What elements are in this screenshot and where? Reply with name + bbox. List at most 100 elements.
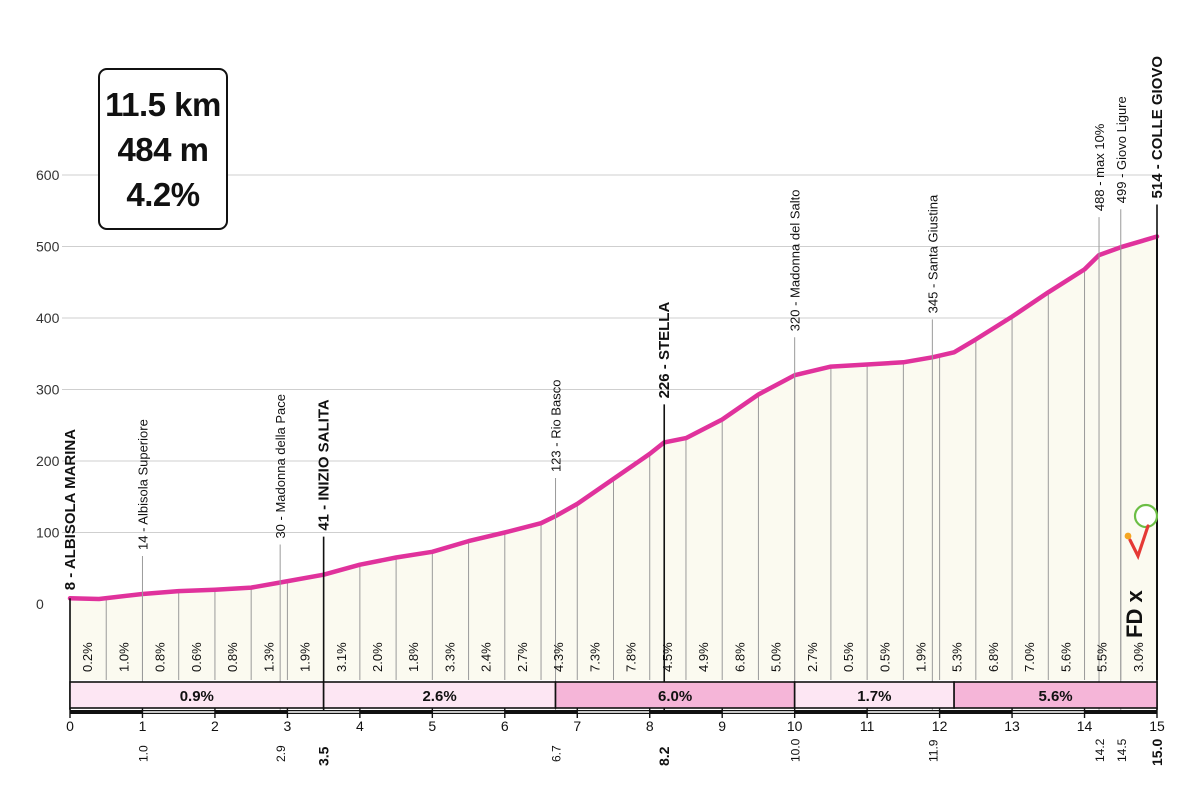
km-gradient-label: 2.7%: [805, 642, 820, 672]
logo-text: FD x: [1122, 590, 1147, 638]
gradient-segment: [69, 681, 325, 709]
waypoint-distance-label: 3.5: [316, 746, 332, 766]
profile-area: [70, 236, 1157, 680]
km-gradient-label: 5.3%: [950, 642, 965, 672]
waypoint-distance-label: 14.2: [1093, 738, 1107, 762]
x-tick-label: 4: [356, 718, 364, 734]
waypoint-label: 30 - Madonna della Pace: [273, 394, 288, 539]
gradient-segment: [953, 681, 1158, 709]
km-gradient-label: 1.9%: [913, 642, 928, 672]
km-gradient-label: 7.3%: [587, 642, 602, 672]
climb-summary-box: 11.5 km 484 m 4.2%: [98, 68, 228, 230]
x-tick-label: 0: [66, 718, 74, 734]
waypoint-label: 499 - Giovo Ligure: [1114, 96, 1129, 203]
km-gradient-label: 1.8%: [406, 642, 421, 672]
waypoint-labels: 8 - ALBISOLA MARINA 14 - Albisola Superio…: [62, 56, 1166, 710]
y-tick-label: 0: [36, 596, 44, 612]
waypoint-label: 123 - Rio Basco: [549, 380, 564, 473]
profile-fill: [70, 236, 1157, 680]
y-tick-label: 300: [36, 382, 60, 398]
logo-ring: [1133, 503, 1158, 529]
y-axis-tick-labels: 0 100 200 300 400 500 600: [36, 167, 60, 612]
km-gradient-label: 1.0%: [116, 642, 131, 672]
profile-line: [67, 234, 1160, 602]
km-gradient-label: 4.3%: [551, 642, 566, 672]
km-gradient-label: 0.8%: [153, 642, 168, 672]
km-gradient-label: 0.5%: [877, 642, 892, 672]
gradient-segment: [554, 681, 796, 709]
y-tick-label: 200: [36, 453, 60, 469]
x-tick-label: 12: [932, 718, 948, 734]
x-tick-label: 7: [573, 718, 581, 734]
km-gradient-label: 6.8%: [732, 642, 747, 672]
logo-swoosh: [1128, 524, 1150, 561]
waypoint-distance-label: 2.9: [274, 745, 288, 762]
x-tick-label: 13: [1004, 718, 1020, 734]
waypoint-label: 226 - STELLA: [656, 302, 673, 399]
km-gradient-label: 1.3%: [261, 642, 276, 672]
km-gradient-label: 5.0%: [769, 642, 784, 672]
y-tick-label: 400: [36, 310, 60, 326]
x-axis: 0 1 2 3 4 5 6 7 8 9 10 11 12 13 14 151.0 2.9 3.5 6.7 8.2 10.…: [66, 708, 1165, 766]
gradient-segment-bar: 0.9% 2.6% 6.0% 1.7% 5.6%: [69, 681, 1158, 709]
x-tick-label: 8: [646, 718, 654, 734]
y-tick-label: 100: [36, 525, 60, 541]
km-gradient-label: 5.5%: [1095, 642, 1110, 672]
waypoint-distance-label: 6.7: [550, 745, 564, 762]
y-tick-label: 500: [36, 239, 60, 255]
x-tick-label: 5: [428, 718, 436, 734]
gradient-segment-label: 2.6%: [422, 688, 456, 705]
waypoint-distance-label: 1.0: [136, 745, 150, 762]
logo-dot: [1124, 532, 1132, 540]
x-tick-label: 6: [501, 718, 509, 734]
km-gradient-label: 2.0%: [370, 642, 385, 672]
summary-elevation-gain: 484 m: [117, 130, 209, 168]
km-gradient-label: 2.4%: [479, 642, 494, 672]
summary-distance: 11.5 km: [105, 85, 221, 123]
km-gradient-labels: 0.2% 1.0% 0.8% 0.6% 0.8% 1.3% 1.9% 3.1% 2.0% 1.8%…: [80, 642, 1146, 672]
x-tick-label: 2: [211, 718, 219, 734]
profile-line-group: [67, 234, 1160, 602]
km-gradient-label: 1.9%: [298, 642, 313, 672]
km-gradient-label: 0.6%: [189, 642, 204, 672]
waypoint-distance-label: 14.5: [1115, 738, 1129, 762]
km-gradient-label: 7.0%: [1022, 642, 1037, 672]
x-tick-label: 14: [1077, 718, 1093, 734]
gradient-segment-label: 1.7%: [857, 688, 891, 705]
waypoint-label: 488 - max 10%: [1092, 123, 1107, 211]
waypoint-label: 14 - Albisola Superiore: [135, 419, 150, 550]
km-gradient-label: 0.2%: [80, 642, 95, 672]
waypoint-label: 514 - COLLE GIOVO: [1149, 56, 1166, 199]
waypoint-distance-label: 15.0: [1149, 739, 1165, 766]
x-tick-label: 3: [284, 718, 292, 734]
y-tick-label: 600: [36, 167, 60, 183]
km-gradient-label: 0.8%: [225, 642, 240, 672]
x-tick-label: 10: [787, 718, 803, 734]
waypoint-distance-label: 8.2: [656, 746, 672, 766]
x-tick-label: 9: [718, 718, 726, 734]
gradient-segment: [793, 681, 955, 709]
waypoint-label: 320 - Madonna del Salto: [788, 190, 803, 332]
cycling-web-logo-icon: FD x: [1122, 503, 1158, 638]
km-gradient-label: 6.8%: [986, 642, 1001, 672]
gradient-segment-label: 6.0%: [658, 688, 692, 705]
km-gradient-label: 4.9%: [696, 642, 711, 672]
summary-avg-gradient: 4.2%: [126, 175, 200, 213]
gradient-segment-label: 5.6%: [1038, 688, 1072, 705]
waypoint-distance-label: 10.0: [789, 738, 803, 762]
km-gradient-label: 3.1%: [334, 642, 349, 672]
gradient-segment-label: 0.9%: [180, 688, 214, 705]
x-tick-label: 15: [1149, 718, 1165, 734]
waypoint-label: 41 - INIZIO SALITA: [316, 399, 333, 531]
km-gradient-label: 2.7%: [515, 642, 530, 672]
waypoint-label: 8 - ALBISOLA MARINA: [62, 429, 79, 591]
km-gradient-label: 0.5%: [841, 642, 856, 672]
km-gradient-label: 3.3%: [442, 642, 457, 672]
x-tick-label: 11: [860, 718, 875, 734]
km-gradient-label: 7.8%: [624, 642, 639, 672]
km-gradient-label: 5.6%: [1058, 642, 1073, 672]
km-gradient-label: 3.0%: [1131, 642, 1146, 672]
waypoint-label: 345 - Santa Giustina: [925, 194, 940, 313]
x-tick-label: 1: [139, 718, 147, 734]
